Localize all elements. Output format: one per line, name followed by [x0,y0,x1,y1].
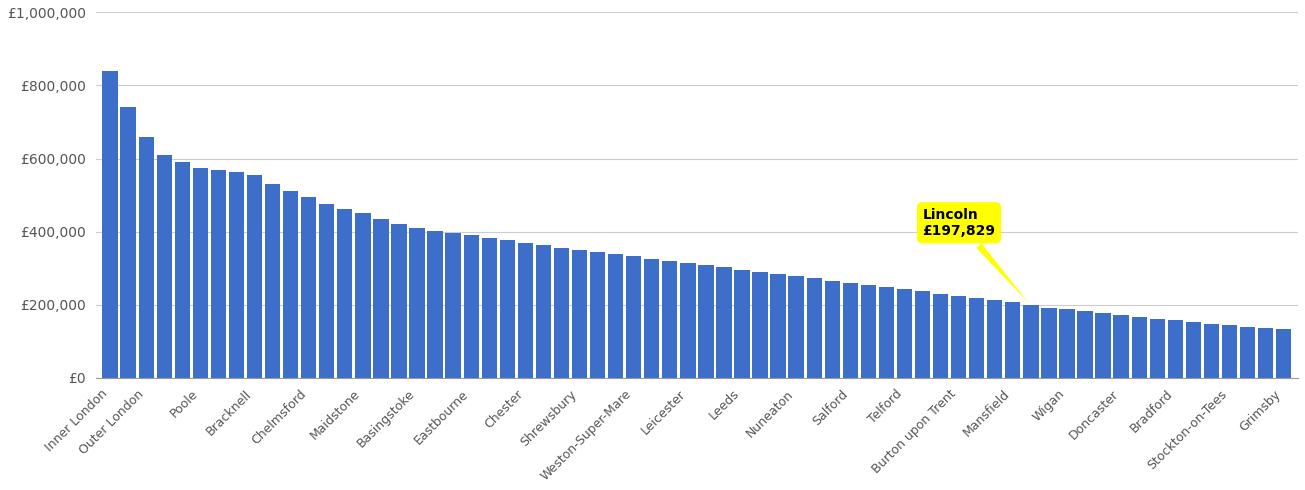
Bar [120,107,136,378]
Bar [1041,308,1057,378]
Bar [1113,315,1129,378]
Bar [445,233,461,378]
Bar [897,289,912,378]
Bar [590,252,606,378]
Bar [463,235,479,378]
Bar [735,270,749,378]
Bar [861,285,876,378]
Bar [645,259,659,378]
Bar [572,250,587,378]
Bar [1186,322,1201,378]
Bar [518,243,532,378]
Bar [211,170,226,378]
Bar [320,204,334,378]
Bar [500,241,515,378]
Bar [536,245,551,378]
Bar [392,224,407,378]
Bar [1005,302,1021,378]
Bar [680,263,696,378]
Bar [1258,328,1274,378]
Bar [662,261,677,378]
Bar [1276,329,1291,378]
Bar [553,247,569,378]
Bar [1150,318,1165,378]
Bar [1203,323,1219,378]
Bar [806,278,822,378]
Bar [1168,320,1182,378]
Bar [843,283,857,378]
Bar [608,254,624,378]
Bar [878,287,894,378]
Bar [915,292,930,378]
Bar [157,155,172,378]
Bar [698,265,714,378]
Bar [1023,305,1039,378]
Bar [265,184,281,378]
Bar [987,300,1002,378]
Bar [301,197,316,378]
Bar [138,137,154,378]
Bar [410,228,424,378]
Bar [1060,309,1074,378]
Text: Lincoln
£197,829: Lincoln £197,829 [923,208,1030,303]
Bar [373,219,389,378]
Bar [283,192,299,378]
Bar [951,296,966,378]
Bar [825,281,840,378]
Bar [1131,317,1147,378]
Bar [788,276,804,378]
Bar [1221,325,1237,378]
Bar [175,162,191,378]
Bar [355,213,371,378]
Bar [1240,326,1255,378]
Bar [228,172,244,378]
Bar [970,298,984,378]
Bar [428,231,442,378]
Bar [193,168,207,378]
Bar [626,256,641,378]
Bar [102,71,117,378]
Bar [1078,311,1092,378]
Bar [337,209,352,378]
Bar [1095,313,1111,378]
Bar [933,294,949,378]
Bar [247,175,262,378]
Bar [482,238,497,378]
Bar [716,268,732,378]
Bar [753,272,767,378]
Bar [770,274,786,378]
